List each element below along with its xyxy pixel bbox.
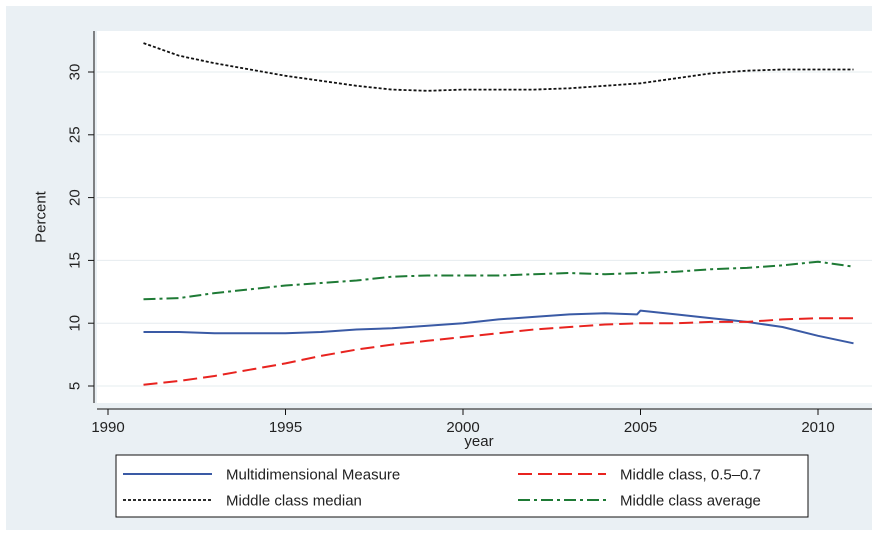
series-line-4 [143, 260, 854, 301]
series-line-1 [143, 309, 854, 345]
legend-label-2: Middle class, 0.5–0.7 [620, 466, 761, 483]
legend-label-4: Middle class average [620, 492, 761, 509]
x-tick-label: 2000 [446, 419, 479, 436]
x-tick-label: 1990 [91, 419, 124, 436]
y-tick-label: 10 [66, 315, 83, 332]
legend-box [115, 454, 809, 518]
y-tick-label: 30 [66, 64, 83, 81]
y-tick-label: 5 [66, 382, 83, 390]
x-axis-title: year [464, 433, 493, 450]
x-tick-label: 2010 [801, 419, 834, 436]
legend-label-1: Multidimensional Measure [226, 466, 400, 483]
series-lines [143, 42, 854, 386]
x-tick-label: 2005 [624, 419, 657, 436]
axes: 5 10 15 20 25 30 1990 1995 2000 2005 2010 [66, 31, 872, 436]
gridlines [97, 71, 872, 387]
legend: Multidimensional Measure Middle class, 0.… [115, 454, 809, 518]
y-tick-label: 15 [66, 252, 83, 269]
y-tick-label: 25 [66, 126, 83, 143]
plot-area [97, 31, 872, 403]
series-line-3 [143, 42, 854, 92]
x-tick-label: 1995 [269, 419, 302, 436]
legend-label-3: Middle class median [226, 492, 362, 509]
y-tick-label: 20 [66, 189, 83, 206]
y-axis-title: Percent [32, 190, 49, 243]
